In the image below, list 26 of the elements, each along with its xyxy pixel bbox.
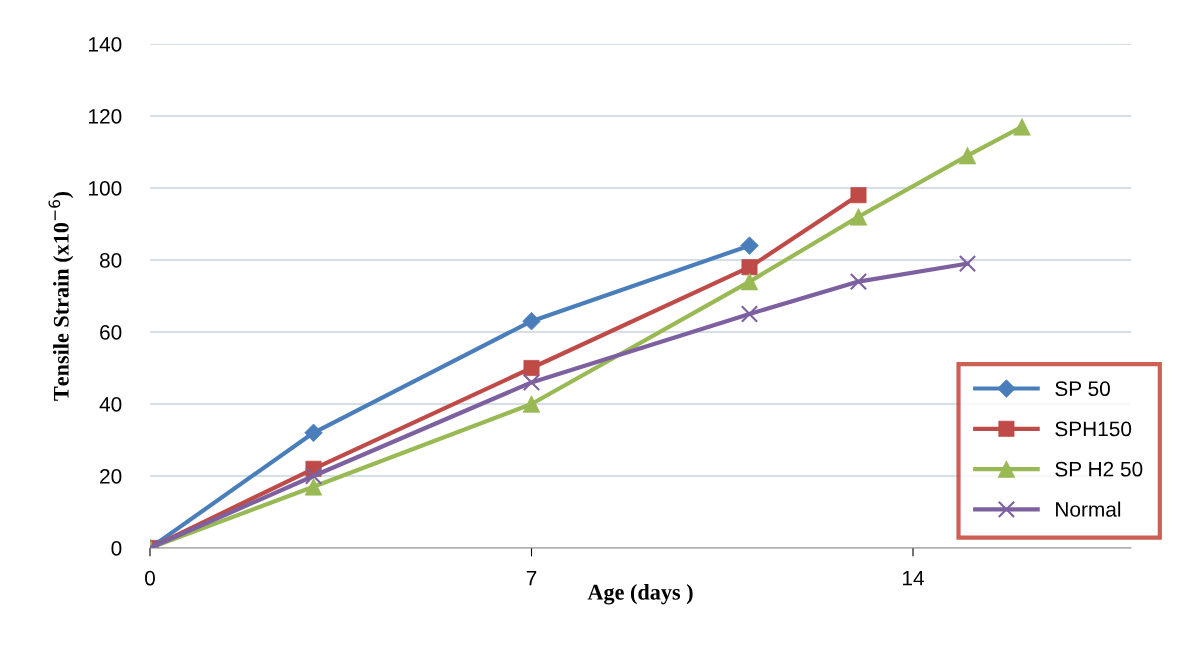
x-tick-label: 7 (526, 570, 537, 586)
y-tick-label: 120 (89, 109, 122, 124)
y-tick-label: 0 (111, 541, 122, 556)
point (958, 254, 977, 273)
y-tick-label: 20 (100, 469, 122, 484)
y-axis-title: Tensile Strain (x10$^{−6}$) (48, 191, 74, 401)
point (740, 272, 759, 291)
legend-label: Normal (1056, 501, 1121, 517)
point (522, 373, 541, 392)
x-axis-title: Age (days ) (587, 584, 693, 605)
point (522, 312, 541, 331)
point (304, 467, 323, 485)
y-tick-label: 80 (99, 253, 122, 268)
legend-label: SP 50 (1055, 381, 1110, 397)
point (740, 305, 759, 323)
x-tick-label: 0 (145, 570, 155, 586)
y-tick-label: 100 (89, 181, 122, 196)
point (849, 272, 868, 291)
point (304, 478, 323, 496)
legend-label: SP H2 50 (1055, 461, 1143, 477)
y-tick-label: 60 (100, 325, 122, 340)
y-tick-label: 40 (99, 397, 122, 412)
point (849, 208, 868, 226)
y-tick-label: 140 (89, 37, 122, 52)
legend-label: SPH150 (1055, 421, 1132, 437)
x-tick-label: 14 (903, 570, 924, 586)
